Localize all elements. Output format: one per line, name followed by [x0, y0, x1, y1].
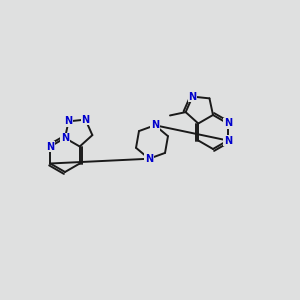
- Text: N: N: [224, 136, 232, 146]
- Text: N: N: [46, 142, 54, 152]
- Text: N: N: [64, 116, 73, 126]
- Text: N: N: [151, 120, 159, 130]
- Text: N: N: [224, 118, 232, 128]
- Text: N: N: [188, 92, 196, 102]
- Text: N: N: [145, 154, 153, 164]
- Text: N: N: [81, 115, 89, 124]
- Text: N: N: [61, 133, 69, 143]
